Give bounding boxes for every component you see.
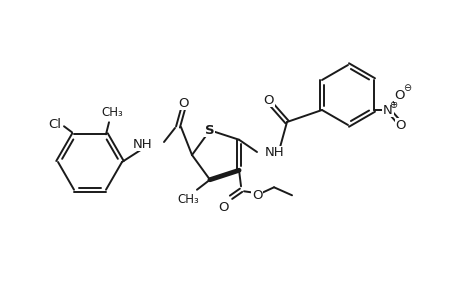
Text: CH₃: CH₃: [101, 106, 123, 119]
Text: O: O: [179, 97, 189, 110]
Text: O: O: [394, 88, 404, 101]
Text: ⊕: ⊕: [388, 100, 396, 110]
Text: NH: NH: [132, 137, 151, 151]
Text: N: N: [382, 103, 392, 116]
Text: ⊖: ⊖: [402, 83, 410, 93]
Text: S: S: [205, 124, 214, 137]
Text: CH₃: CH₃: [177, 193, 198, 206]
Text: Cl: Cl: [48, 118, 61, 131]
Text: O: O: [395, 118, 405, 131]
Text: O: O: [263, 94, 274, 106]
Text: O: O: [217, 201, 228, 214]
Text: O: O: [251, 189, 262, 202]
Text: NH: NH: [264, 146, 284, 158]
